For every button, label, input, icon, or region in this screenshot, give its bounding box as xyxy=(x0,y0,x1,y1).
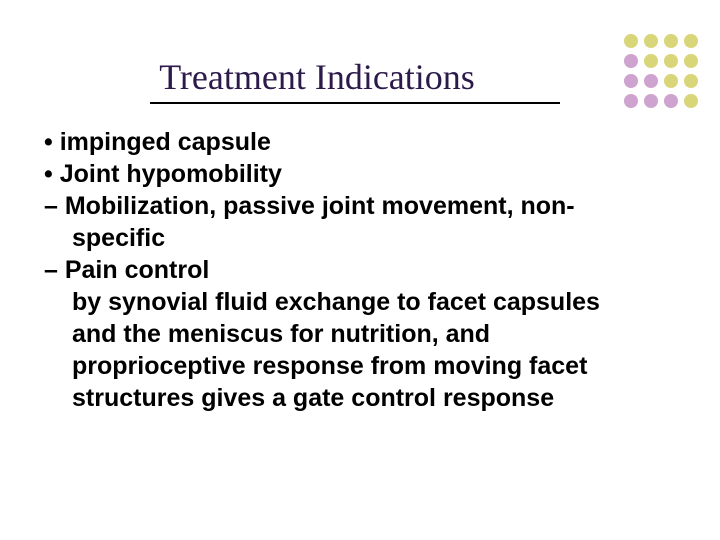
dot-icon xyxy=(624,34,638,48)
dot-icon xyxy=(644,74,658,88)
dash-item-continuation: specific xyxy=(44,222,676,254)
dot-icon xyxy=(684,74,698,88)
dot-icon xyxy=(644,94,658,108)
dash-item: – Mobilization, passive joint movement, … xyxy=(44,190,676,222)
slide-title: Treatment Indications xyxy=(159,56,561,98)
slide-body: • impinged capsule • Joint hypomobility … xyxy=(44,126,676,414)
dash-item: – Pain control xyxy=(44,254,676,286)
body-text-line: structures gives a gate control response xyxy=(44,382,676,414)
body-text-line: by synovial fluid exchange to facet caps… xyxy=(44,286,676,318)
bullet-item: • Joint hypomobility xyxy=(44,158,676,190)
dot-icon xyxy=(684,94,698,108)
dot-icon xyxy=(684,54,698,68)
slide-title-wrap: Treatment Indications xyxy=(0,56,720,98)
dot-icon xyxy=(664,34,678,48)
title-underline xyxy=(150,102,560,104)
dot-icon xyxy=(664,54,678,68)
dot-icon xyxy=(664,94,678,108)
body-text-line: proprioceptive response from moving face… xyxy=(44,350,676,382)
dot-icon xyxy=(644,54,658,68)
dot-icon xyxy=(624,94,638,108)
decorative-dot-grid xyxy=(624,34,702,112)
dot-icon xyxy=(624,74,638,88)
dot-icon xyxy=(624,54,638,68)
dot-icon xyxy=(684,34,698,48)
dot-icon xyxy=(664,74,678,88)
bullet-item: • impinged capsule xyxy=(44,126,676,158)
dot-icon xyxy=(644,34,658,48)
body-text-line: and the meniscus for nutrition, and xyxy=(44,318,676,350)
